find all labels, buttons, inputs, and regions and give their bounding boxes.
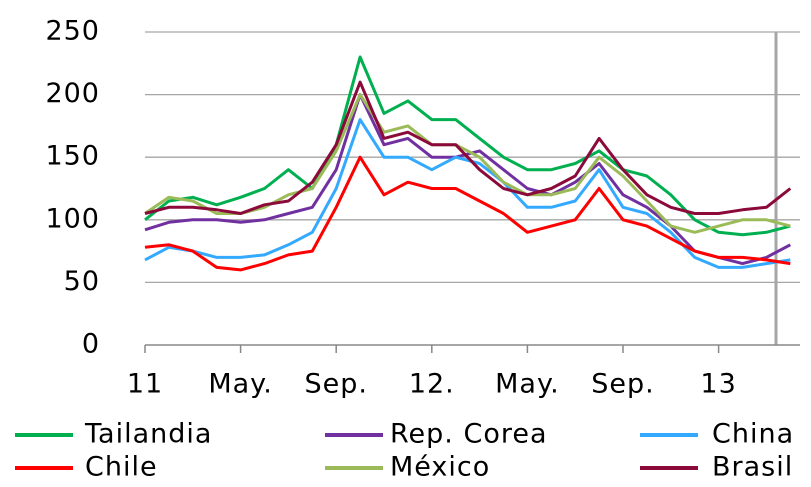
series-line — [144, 93, 791, 266]
series-line — [144, 155, 791, 272]
legend-label: México — [390, 452, 490, 483]
x-tick-label: 13 — [700, 369, 736, 400]
y-tick-label: 250 — [45, 16, 100, 47]
x-tick-label: 11 — [127, 369, 163, 400]
x-tick-label: May. — [208, 369, 273, 400]
y-tick-label: 200 — [45, 78, 100, 109]
y-tick-label: 100 — [45, 203, 100, 234]
series-line — [144, 55, 791, 237]
x-tick-label: 12. — [409, 369, 455, 400]
legend-label: Tailandia — [84, 419, 212, 450]
x-tick-label: Sep. — [591, 369, 654, 400]
x-tick-label: Sep. — [304, 369, 367, 400]
legend-label: Chile — [85, 452, 158, 483]
legend-label: China — [712, 419, 794, 450]
series-line — [144, 80, 792, 215]
x-tick-label: May. — [495, 369, 560, 400]
y-tick-label: 50 — [64, 266, 100, 297]
legend-label: Brasil — [712, 452, 793, 483]
y-tick-label: 0 — [82, 329, 100, 360]
y-tick-label: 150 — [45, 141, 100, 172]
legend-label: Rep. Corea — [390, 419, 548, 450]
